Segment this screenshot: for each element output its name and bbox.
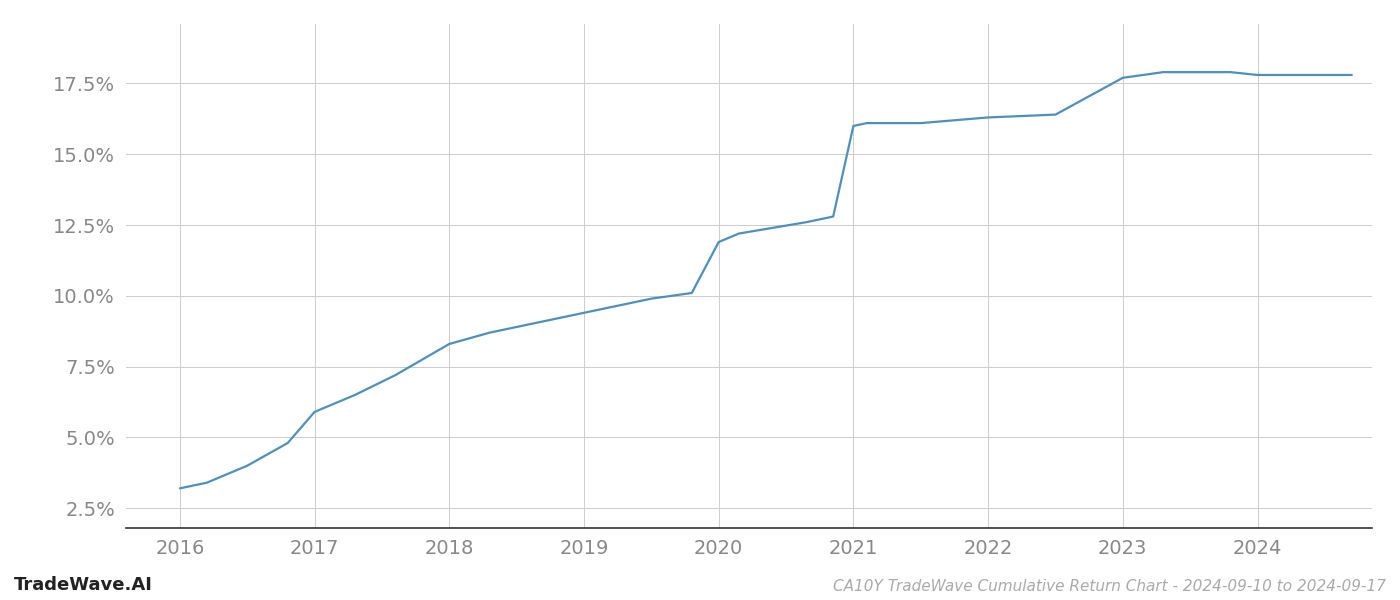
Text: TradeWave.AI: TradeWave.AI: [14, 576, 153, 594]
Text: CA10Y TradeWave Cumulative Return Chart - 2024-09-10 to 2024-09-17: CA10Y TradeWave Cumulative Return Chart …: [833, 579, 1386, 594]
